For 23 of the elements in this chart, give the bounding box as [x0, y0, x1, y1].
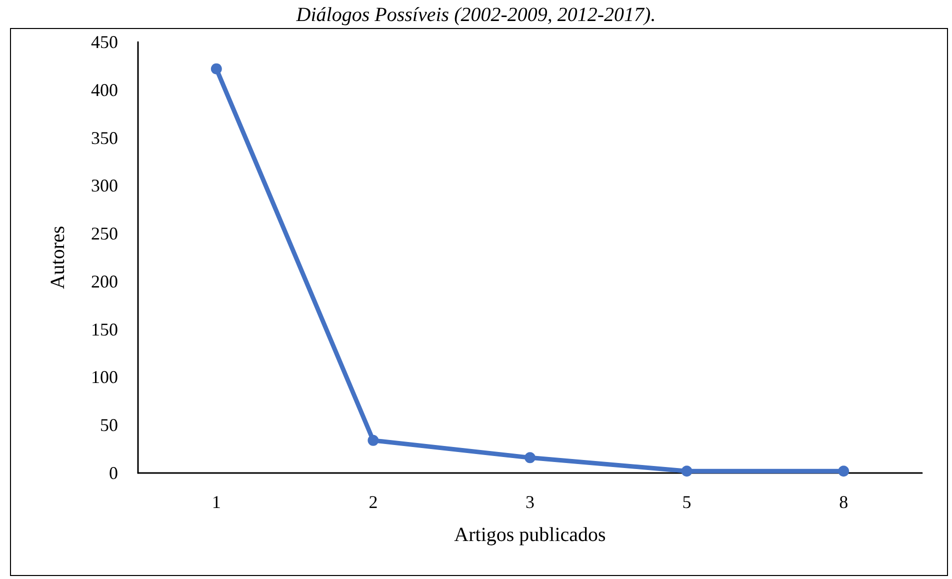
- point: [524, 452, 536, 464]
- x-tick-label: 3: [526, 492, 534, 512]
- y-tick-label: 100: [91, 367, 118, 388]
- y-axis-title: Autores: [47, 226, 69, 290]
- y-tick-label: 150: [91, 319, 118, 340]
- point: [681, 466, 692, 477]
- y-tick-label: 350: [91, 128, 118, 148]
- y-tick-label: 250: [91, 224, 118, 244]
- point: [368, 434, 379, 446]
- y-tick-label: 200: [91, 271, 118, 292]
- y-tick-label: 50: [100, 415, 118, 436]
- x-tick-label: 8: [839, 492, 848, 512]
- y-tick-label: 0: [109, 463, 118, 483]
- chart-title: Diálogos Possíveis (2002-2009, 2012-2017).: [295, 4, 656, 26]
- x-axis-title: Artigos publicados: [454, 524, 606, 546]
- point: [838, 466, 850, 477]
- y-tick-label: 300: [91, 176, 118, 196]
- y-tick-label: 450: [91, 32, 118, 52]
- y-tick-label: 400: [91, 80, 118, 100]
- point: [210, 63, 222, 74]
- x-tick-label: 2: [368, 492, 378, 512]
- x-tick-label: 5: [682, 492, 692, 512]
- x-tick-label: 1: [212, 492, 221, 512]
